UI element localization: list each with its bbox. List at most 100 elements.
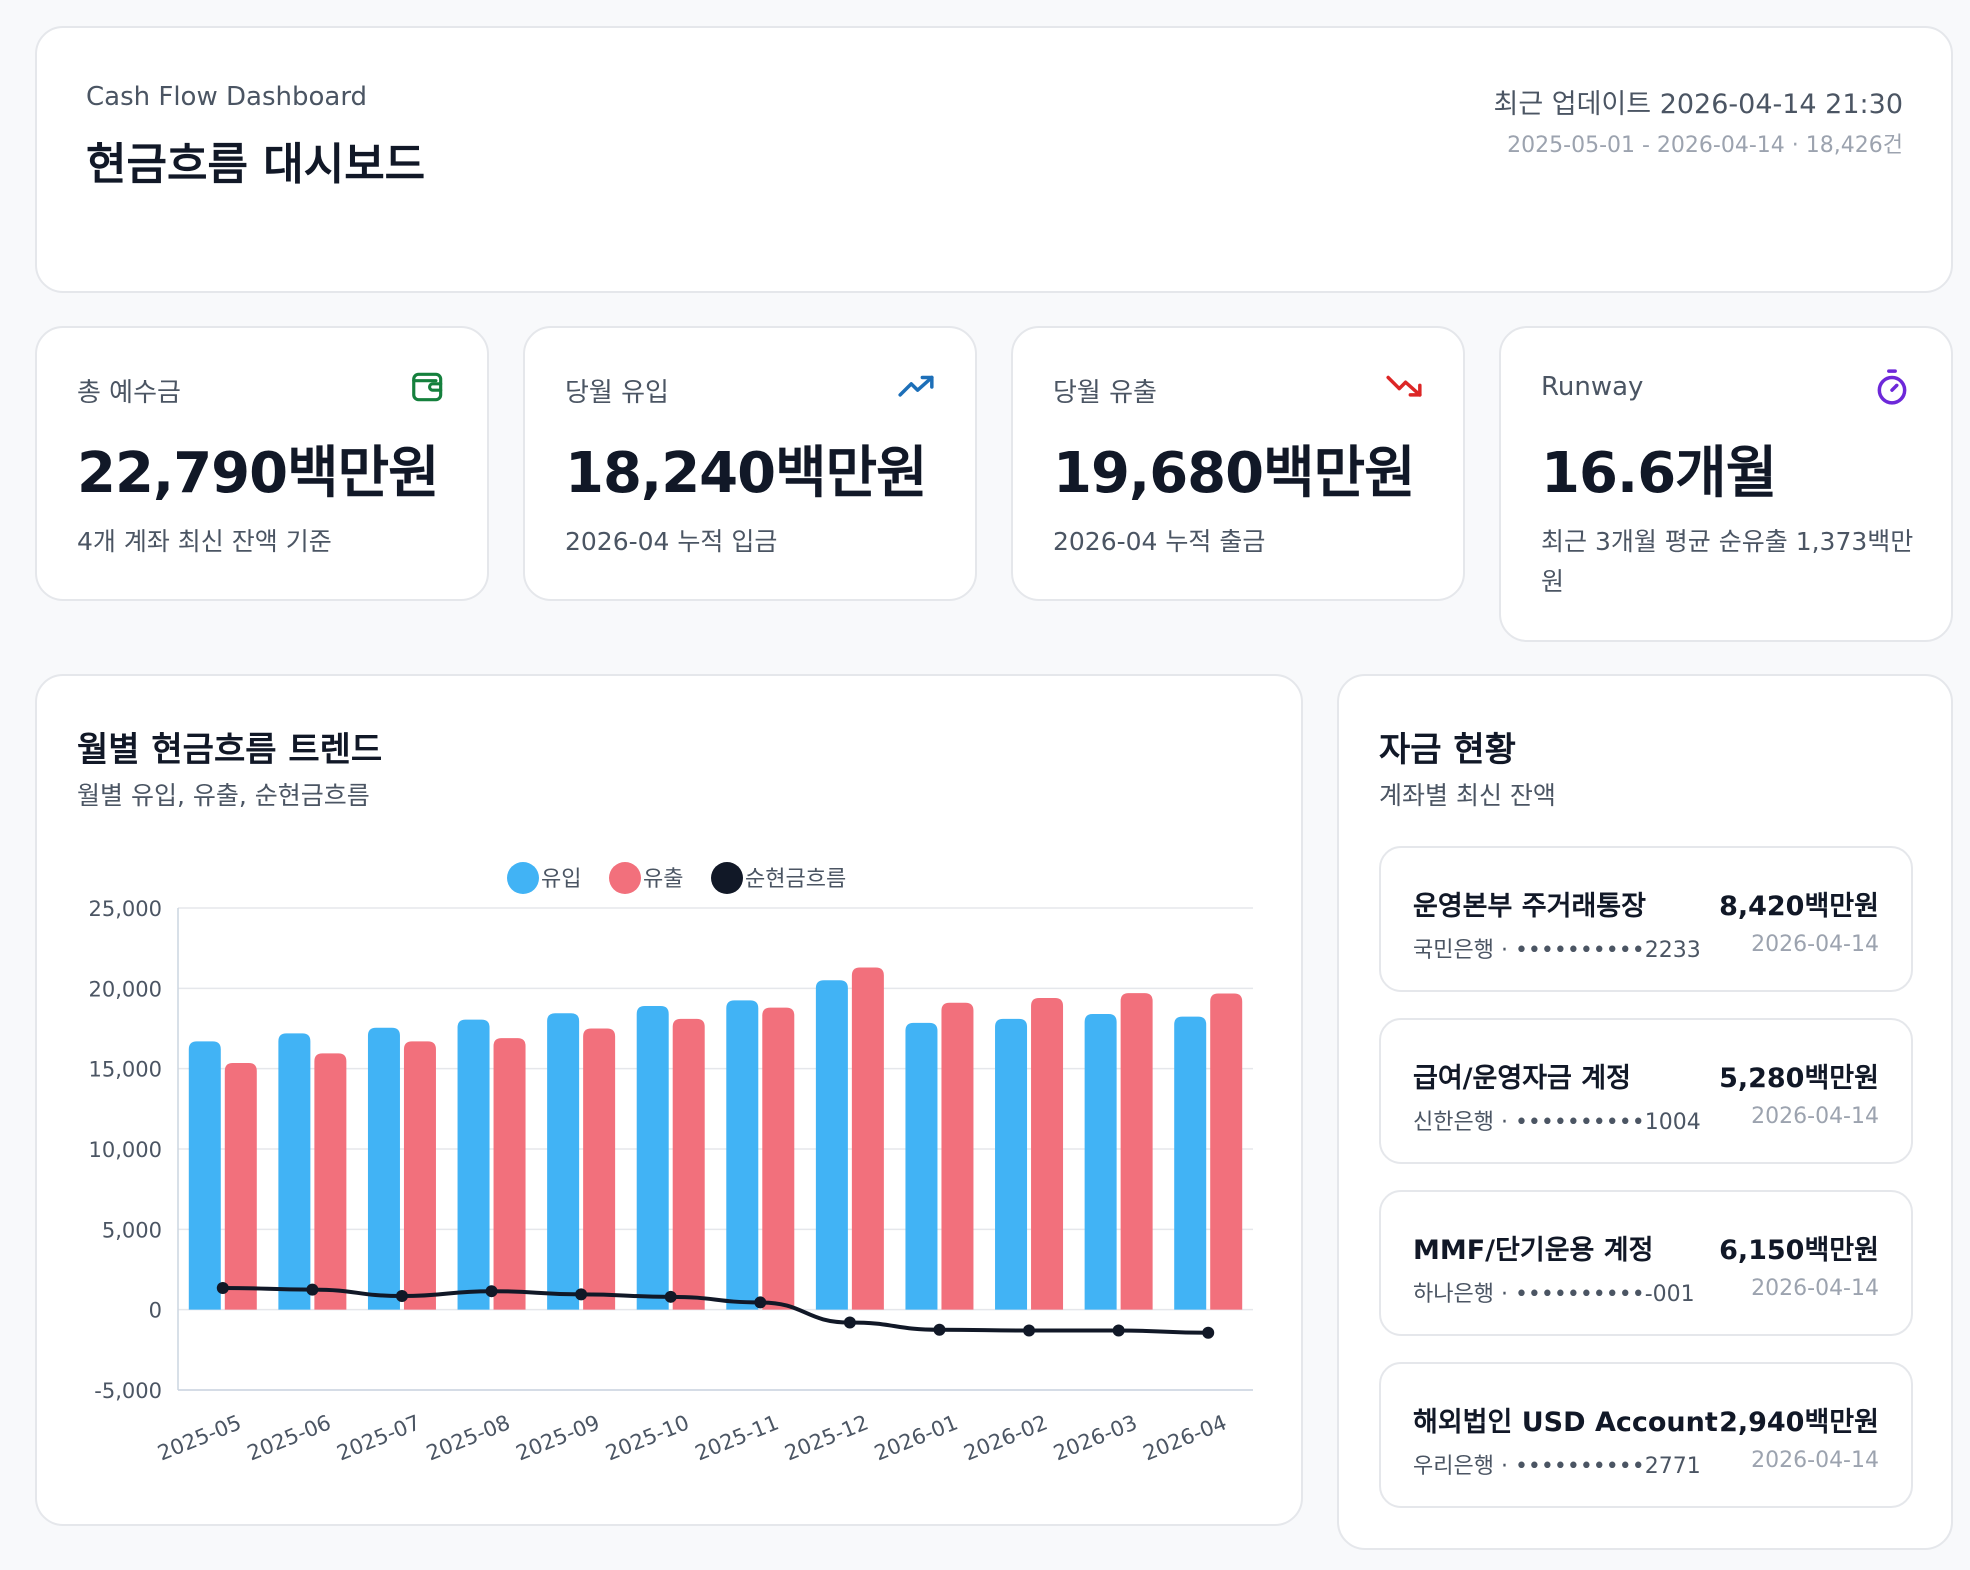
outflow-bar [1120, 993, 1153, 1310]
wallet-icon [412, 372, 443, 402]
kpi-value: 16.6개월 [1541, 441, 1777, 506]
account-balance: 6,150백만원 [1719, 1235, 1879, 1266]
header-subtitle: Cash Flow Dashboard [86, 82, 368, 112]
legend-swatch [711, 862, 743, 894]
cashflow-chart: 25,000 20,000 15,000 10,000 5,000 0 -5,000 2025… [89, 862, 1253, 1466]
legend-label: 유입 [541, 867, 581, 892]
account-name: MMF/단기운용 계정 [1413, 1235, 1654, 1266]
account-card[interactable]: 운영본부 주거래통장 8,420백만원 국민은행 · ••••••••••223… [1379, 846, 1913, 992]
account-card[interactable]: 해외법인 USD Account 2,940백만원 우리은행 · •••••••… [1379, 1362, 1913, 1508]
kpi-total-deposits: 총 예수금 22,790백만원 4개 계좌 최신 잔액 기준 [35, 326, 489, 601]
account-card[interactable]: 급여/운영자금 계정 5,280백만원 신한은행 · ••••••••••100… [1379, 1018, 1913, 1164]
x-tick-label: 2025-12 [781, 1410, 871, 1465]
y-tick-label: 5,000 [102, 1218, 162, 1242]
kpi-label: 당월 유출 [1053, 378, 1157, 408]
x-tick-label: 2025-10 [602, 1410, 692, 1465]
account-date: 2026-04-14 [1751, 1276, 1879, 1301]
inflow-bar [457, 1019, 490, 1310]
outflow-bar [224, 1063, 257, 1310]
y-tick-label: 0 [149, 1299, 162, 1323]
net-cashflow-point [664, 1290, 677, 1303]
account-name: 해외법인 USD Account [1413, 1407, 1718, 1438]
account-balance: 5,280백만원 [1719, 1063, 1879, 1094]
x-tick-label: 2025-09 [513, 1410, 603, 1465]
chart-subtitle: 월별 유입, 유출, 순현금흐름 [77, 781, 370, 810]
y-tick-label: 10,000 [89, 1138, 162, 1162]
kpi-monthly-inflow: 당월 유입 18,240백만원 2026-04 누적 입금 [523, 326, 977, 601]
x-tick-label: 2025-08 [423, 1410, 513, 1465]
account-bank: 국민은행 · ••••••••••2233 [1413, 938, 1701, 963]
inflow-bar [726, 1000, 759, 1310]
net-cashflow-point [1112, 1324, 1125, 1337]
outflow-bar [493, 1038, 526, 1310]
funds-card: 자금 현황 계좌별 최신 잔액 운영본부 주거래통장 8,420백만원 국민은행… [1337, 674, 1953, 1550]
outflow-bar [672, 1018, 705, 1310]
account-bank: 신한은행 · ••••••••••1004 [1413, 1110, 1701, 1135]
outflow-bar [1210, 993, 1243, 1310]
outflow-bar [762, 1007, 795, 1310]
outflow-bar [403, 1041, 436, 1310]
net-cashflow-point [485, 1285, 498, 1298]
last-updated: 최근 업데이트 2026-04-14 21:30 [1493, 89, 1903, 120]
net-cashflow-point [933, 1323, 946, 1336]
inflow-bar [815, 980, 848, 1310]
net-cashflow-point [575, 1288, 588, 1301]
outflow-bar [583, 1028, 616, 1310]
inflow-bar [1084, 1014, 1117, 1310]
y-tick-label: -5,000 [94, 1379, 162, 1403]
kpi-label: 당월 유입 [565, 378, 669, 408]
kpi-monthly-outflow: 당월 유출 19,680백만원 2026-04 누적 출금 [1011, 326, 1465, 601]
net-cashflow-point [1202, 1326, 1215, 1339]
funds-subtitle: 계좌별 최신 잔액 [1379, 781, 1556, 810]
page-title: 현금흐름 대시보드 [86, 139, 426, 190]
x-tick-label: 2025-07 [333, 1410, 423, 1465]
legend-label: 유출 [643, 867, 683, 892]
outflow-bar [941, 1002, 974, 1310]
trending-down-icon [1386, 375, 1422, 397]
account-balance: 2,940백만원 [1719, 1407, 1879, 1438]
inflow-bar [1174, 1016, 1207, 1310]
x-tick-label: 2026-01 [871, 1410, 961, 1465]
kpi-note: 2026-04 누적 입금 [565, 527, 778, 556]
x-tick-label: 2025-11 [692, 1410, 782, 1465]
net-cashflow-point [1023, 1324, 1036, 1337]
account-balance: 8,420백만원 [1719, 891, 1879, 922]
kpi-label: 총 예수금 [77, 378, 181, 408]
kpi-runway: Runway 16.6개월 최근 3개월 평균 순유출 1,373백만원 [1499, 326, 1953, 642]
inflow-bar [188, 1041, 221, 1310]
net-cashflow-point [306, 1283, 319, 1296]
inflow-bar [367, 1027, 400, 1310]
trending-up-icon [898, 375, 934, 397]
account-bank: 우리은행 · ••••••••••2771 [1413, 1454, 1701, 1479]
x-tick-label: 2026-03 [1050, 1410, 1140, 1465]
net-cashflow-point [216, 1281, 229, 1294]
funds-title: 자금 현황 [1379, 730, 1516, 770]
outflow-bar [851, 967, 884, 1310]
inflow-bar [905, 1022, 938, 1310]
account-bank: 하나은행 · ••••••••••-001 [1413, 1282, 1695, 1307]
account-date: 2026-04-14 [1751, 1448, 1879, 1473]
x-tick-label: 2026-02 [961, 1410, 1051, 1465]
kpi-value: 18,240백만원 [565, 441, 928, 506]
account-name: 급여/운영자금 계정 [1413, 1063, 1631, 1094]
chart-title: 월별 현금흐름 트렌드 [77, 730, 383, 770]
x-tick-label: 2025-05 [154, 1410, 244, 1465]
legend-swatch [507, 862, 539, 894]
kpi-note: 2026-04 누적 출금 [1053, 527, 1266, 556]
inflow-bar [636, 1006, 669, 1310]
kpi-value: 22,790백만원 [77, 441, 440, 506]
net-cashflow-point [395, 1290, 408, 1303]
x-tick-label: 2025-06 [244, 1410, 334, 1465]
timer-icon [1877, 369, 1907, 405]
inflow-bar [278, 1033, 311, 1310]
account-date: 2026-04-14 [1751, 932, 1879, 957]
account-card[interactable]: MMF/단기운용 계정 6,150백만원 하나은행 · ••••••••••-0… [1379, 1190, 1913, 1336]
net-cashflow-point [843, 1316, 856, 1329]
account-name: 운영본부 주거래통장 [1413, 891, 1646, 922]
account-date: 2026-04-14 [1751, 1104, 1879, 1129]
inflow-bar [995, 1018, 1028, 1310]
outflow-bar [1031, 997, 1064, 1310]
kpi-label: Runway [1541, 372, 1644, 402]
kpi-note: 최근 3개월 평균 순유출 1,373백만원 [1541, 527, 1914, 596]
y-tick-label: 15,000 [89, 1058, 162, 1082]
